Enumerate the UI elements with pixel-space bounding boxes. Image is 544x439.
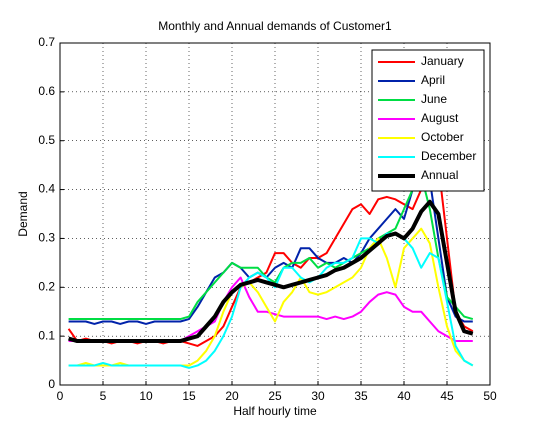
y-tick-label: 0.4 [38,182,55,196]
plot-frame [59,42,491,386]
y-tick-label: 0.2 [38,279,55,293]
x-axis-label: Half hourly time [233,404,317,418]
legend-box [371,49,485,192]
series-line [68,199,474,344]
y-tick-label: 0.3 [38,231,55,245]
legend-label: August [421,111,459,125]
y-tick-label: 0 [48,377,55,391]
legend-label: April [421,73,445,87]
y-tick-label: 0.5 [38,133,55,147]
series-line [68,173,474,321]
x-tick-label: 0 [57,389,64,403]
x-tick-label: 40 [397,389,411,403]
x-tick-label: 20 [225,389,239,403]
x-tick-label: 50 [483,389,497,403]
y-axis-label: Demand [16,191,30,236]
chart-title: Monthly and Annual demands of Customer1 [158,19,392,33]
y-tick-label: 0.6 [38,84,55,98]
y-tick-label: 0.1 [38,328,55,342]
x-tick-label: 5 [100,389,107,403]
x-tick-label: 30 [311,389,325,403]
legend-label: December [421,149,476,163]
legend-label: Annual [421,168,458,182]
y-tick-label: 0.7 [38,35,55,49]
legend-label: June [421,92,447,106]
series-line [68,159,473,325]
x-tick-label: 35 [354,389,368,403]
x-tick-label: 10 [139,389,153,403]
x-tick-label: 25 [268,389,282,403]
x-tick-label: 15 [182,389,196,403]
x-tick-label: 45 [440,389,454,403]
legend-label: January [421,54,464,68]
legend-label: October [421,130,464,144]
